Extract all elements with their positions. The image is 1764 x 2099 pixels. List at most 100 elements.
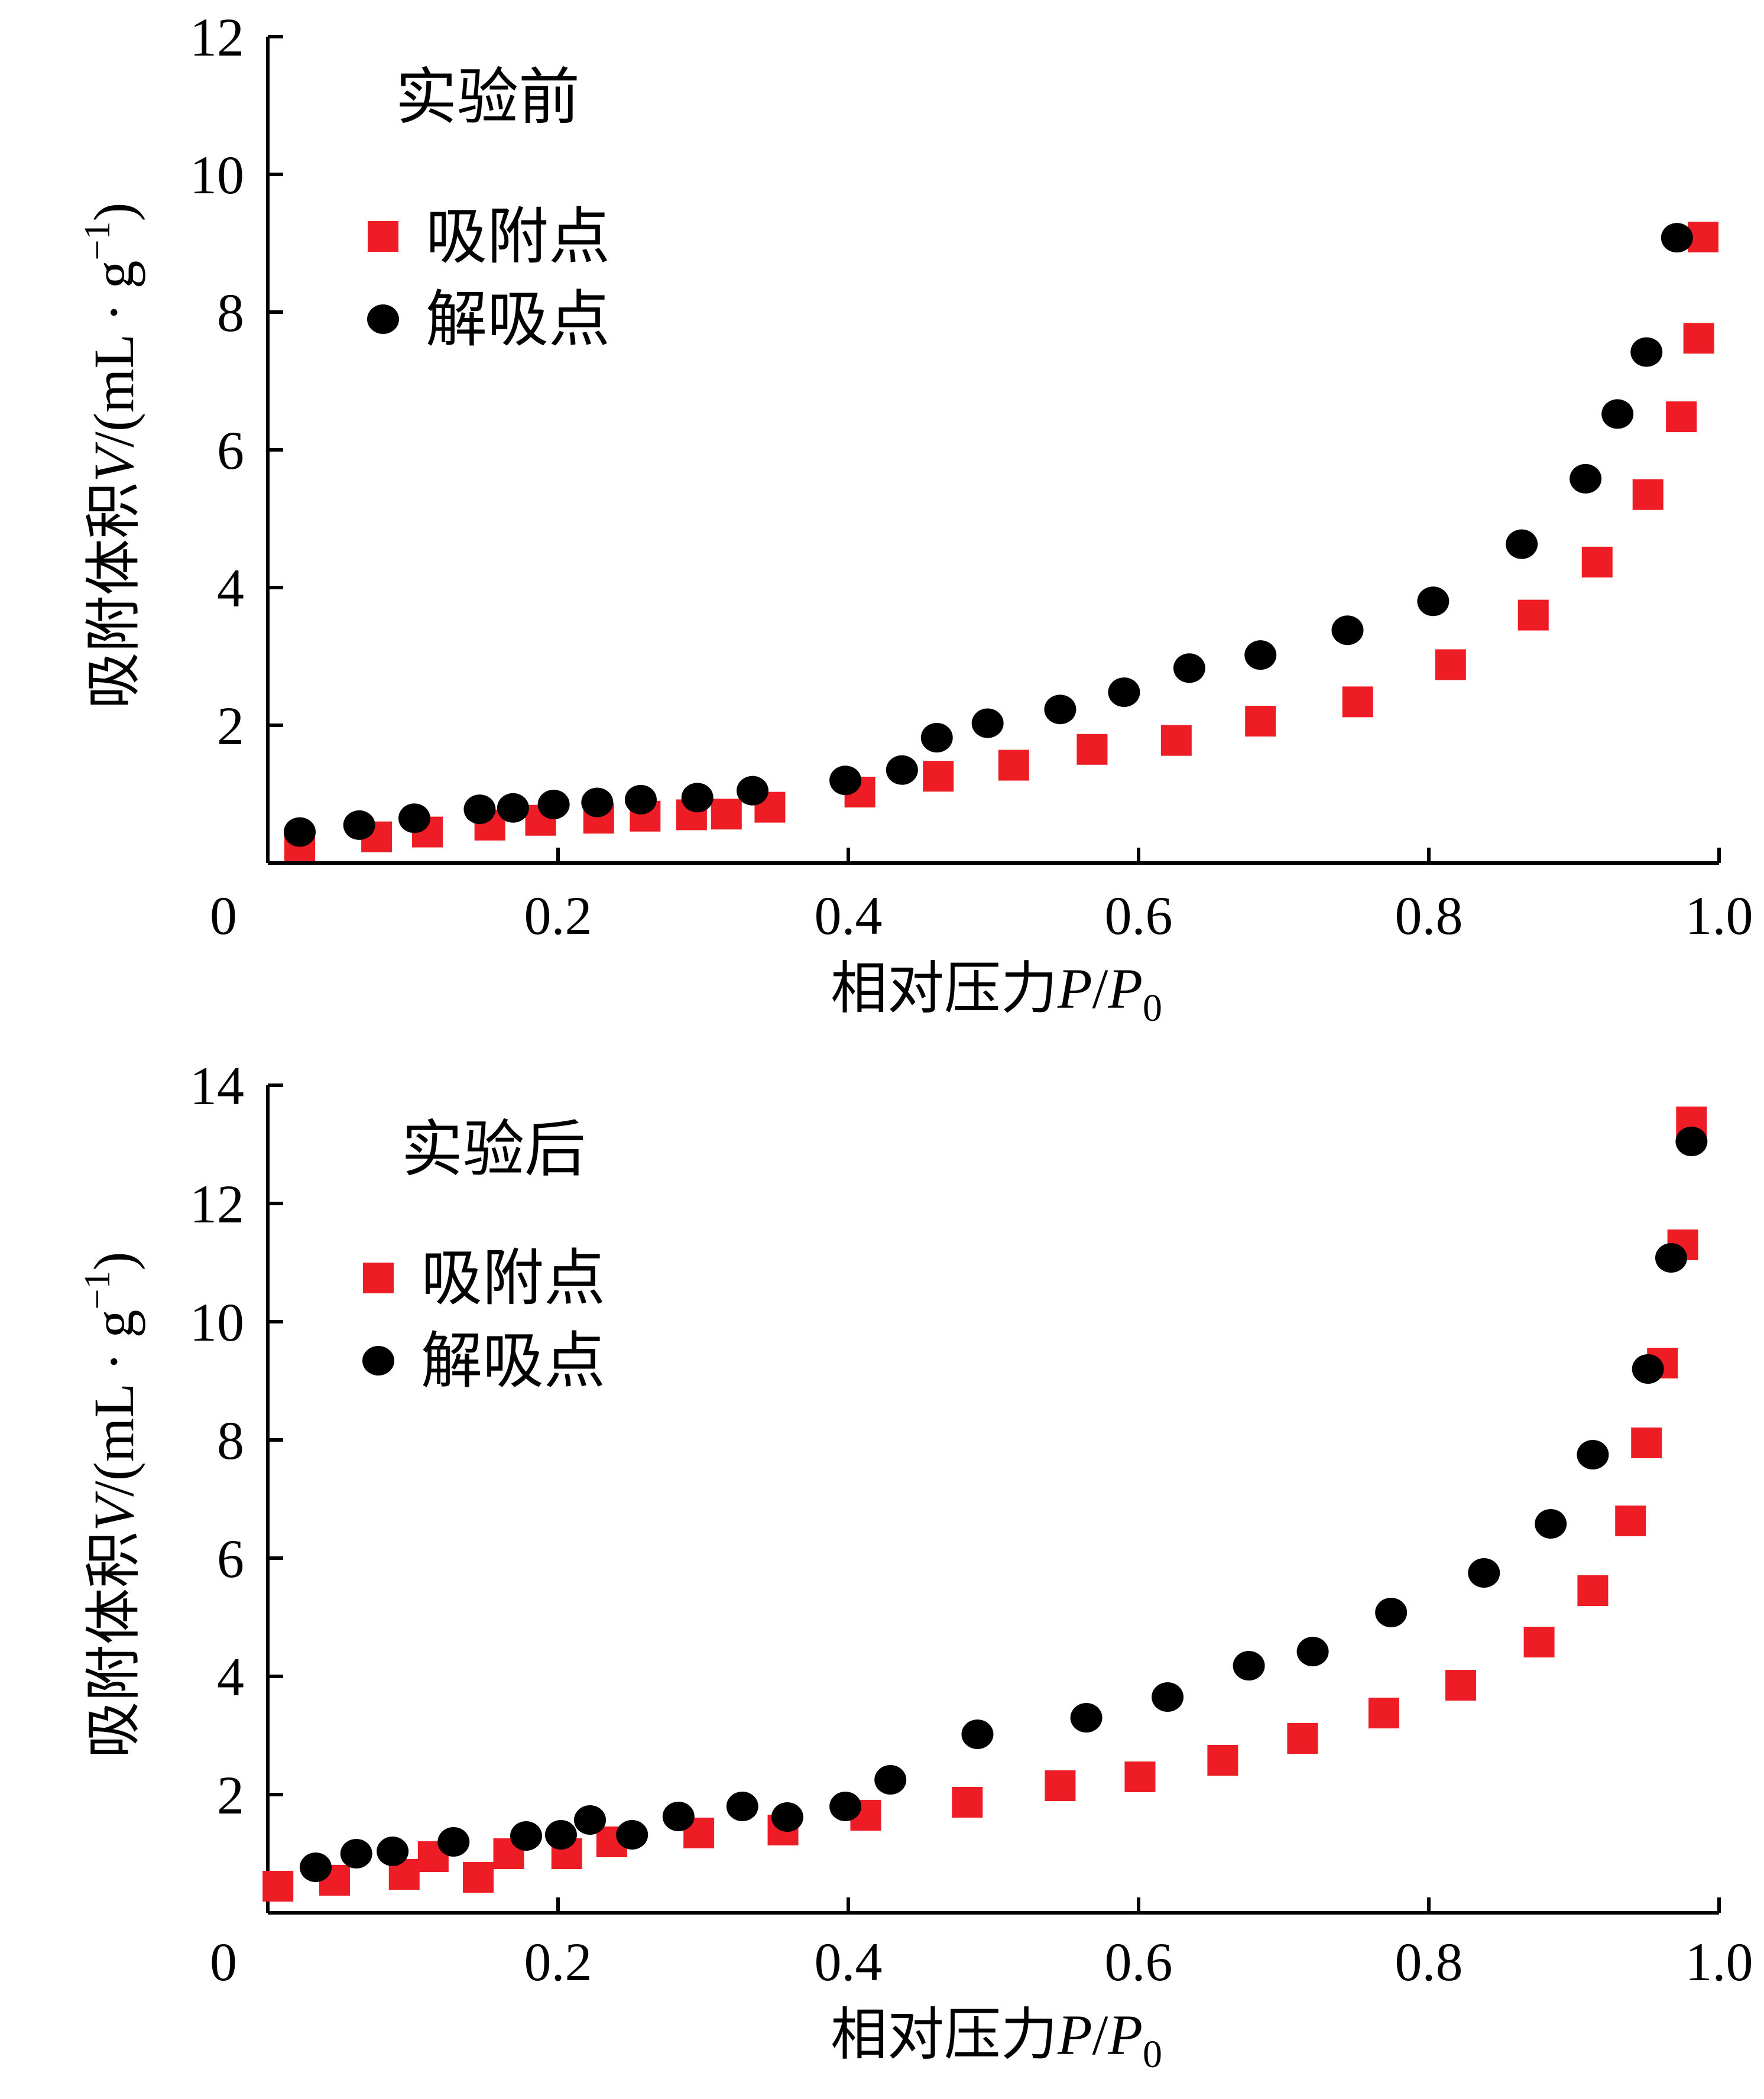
series-desorption [284,223,1693,847]
data-point [1342,686,1373,718]
data-point [829,765,862,796]
data-point [574,1805,607,1835]
legend-label: 解吸点 [426,283,610,355]
panel-title: 实验后 [401,1113,586,1185]
data-point [1044,695,1076,725]
data-point [537,789,570,819]
y-tick-label: 14 [190,1056,244,1116]
data-point [1287,1723,1318,1754]
data-point [1523,1627,1555,1657]
chart-panel-2: 2 4 6 8 10 12 14 0 0.2 0.4 0.6 0.8 1.0 相对压力P/P0 吸附体积V/… [77,1056,1753,2076]
series-adsorption [262,1107,1707,1902]
data-point [952,1787,983,1818]
y-tick-label: 12 [190,7,244,67]
data-point [1245,706,1276,737]
data-point [1615,1506,1646,1536]
data-point [284,817,316,847]
data-point [971,708,1004,738]
data-point [1160,725,1192,756]
data-point [510,1821,542,1851]
data-point [544,1820,577,1850]
data-point [343,810,375,840]
x-axis-title: 相对压力P/P0 [831,955,1162,1030]
data-point [1683,323,1714,354]
x-tick-label: 0.8 [1395,1932,1463,1992]
data-point [581,787,614,817]
data-point [1045,1770,1076,1801]
data-point [886,755,918,785]
data-point [1655,1243,1687,1273]
data-point [1506,529,1538,559]
x-axis-title: 相对压力P/P0 [831,2001,1162,2076]
data-point [1108,677,1140,708]
data-point [1435,649,1466,680]
x-tick-label: 0.2 [524,1932,592,1992]
data-point [1070,1703,1102,1733]
legend-label: 吸附点 [421,1242,605,1314]
data-point [1666,401,1697,433]
y-tick-label: 10 [190,145,244,205]
data-point [1577,1440,1609,1469]
data-point [262,1871,294,1902]
legend-label: 解吸点 [421,1325,605,1397]
y-tick-label: 8 [217,283,244,343]
chart-panel-1: 2 4 6 8 10 12 0 0.2 0.4 0.6 0.8 1.0 相对压力P/P0 吸附体积V/(m… [77,7,1753,1030]
data-point [711,799,742,830]
data-point [1331,615,1364,645]
data-point [1233,1651,1265,1681]
data-point [1124,1761,1156,1792]
data-point [1535,1509,1567,1539]
data-point [1468,1558,1500,1588]
data-point [1417,586,1450,617]
y-axis-title: 吸附体积V/(mL · g−1) [77,203,147,709]
data-point [1445,1670,1477,1701]
x-tick-label: 0.8 [1395,885,1463,946]
x-tick-label: 0.4 [815,885,883,946]
data-point [300,1853,332,1882]
data-point [1244,640,1277,670]
data-point [726,1792,758,1821]
data-point [1517,599,1549,631]
x-tick-label: 0.6 [1105,1932,1173,1992]
x-tick-label: 0 [210,885,237,946]
x-tick-label: 1.0 [1685,885,1753,946]
data-point [340,1839,372,1868]
data-point [923,761,954,792]
y-tick-label: 10 [190,1292,244,1352]
y-tick-label: 6 [217,1529,244,1589]
data-point [998,750,1029,781]
data-point [497,793,529,823]
data-point [662,1802,695,1831]
data-point [1661,223,1693,253]
x-tick-label: 0 [210,1932,237,1992]
data-point [1632,479,1664,510]
data-point [874,1765,907,1795]
data-point [462,1862,494,1893]
data-point [1173,653,1205,683]
x-tick-label: 1.0 [1685,1932,1753,1992]
data-point [736,776,768,806]
x-tick-label: 0.2 [524,885,592,946]
data-point [1601,399,1634,429]
data-point [1675,1127,1708,1156]
y-tick-label: 4 [217,1647,244,1707]
data-point [1296,1637,1329,1666]
data-point [681,783,714,813]
panel-title: 实验前 [395,61,580,133]
y-tick-label: 2 [217,696,244,756]
y-tick-label: 8 [217,1410,244,1471]
data-point [616,1820,648,1850]
legend-square-marker [363,1263,394,1293]
data-point [398,803,430,833]
data-point [1076,734,1108,765]
data-point [1375,1598,1408,1627]
legend-label: 吸附点 [426,200,610,272]
data-point [961,1720,994,1749]
data-point [771,1802,803,1832]
data-point [377,1837,409,1866]
data-point [1368,1698,1399,1728]
data-point [437,1827,470,1857]
legend-square-marker [368,221,398,252]
y-tick-label: 12 [190,1174,244,1234]
